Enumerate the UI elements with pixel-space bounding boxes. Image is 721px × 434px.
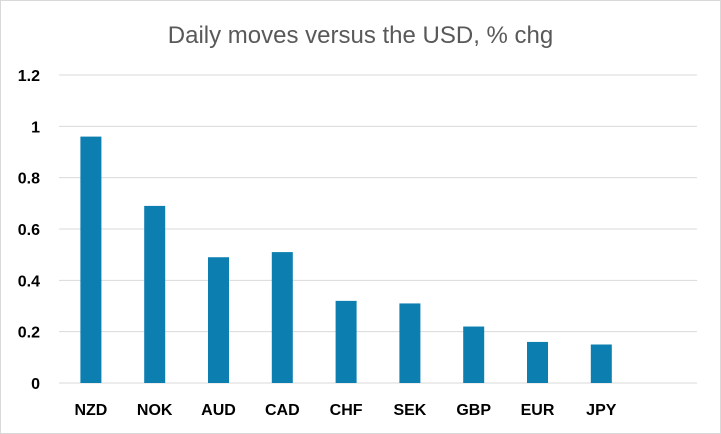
y-tick-label: 0.6 bbox=[18, 222, 40, 239]
x-tick-label-nok: NOK bbox=[137, 402, 173, 419]
y-tick-label: 0 bbox=[31, 376, 40, 393]
bar-sek bbox=[399, 303, 421, 383]
x-tick-label-jpy: JPY bbox=[586, 402, 617, 419]
bar-nok bbox=[144, 205, 166, 383]
x-tick-label-chf: CHF bbox=[330, 402, 363, 419]
x-tick-label-sek: SEK bbox=[393, 402, 426, 419]
y-tick-label: 1.2 bbox=[18, 68, 40, 85]
y-tick-label: 0.2 bbox=[18, 325, 40, 342]
y-tick-label: 0.4 bbox=[18, 273, 40, 290]
bar-eur bbox=[527, 341, 548, 383]
gridlines bbox=[59, 74, 697, 384]
y-axis-tick-labels: 0 0.2 0.4 0.6 0.8 1 1.2 bbox=[18, 68, 40, 393]
bar-jpy bbox=[590, 344, 612, 383]
y-tick-label: 0.8 bbox=[18, 171, 40, 188]
y-tick-label: 1 bbox=[31, 119, 40, 136]
bars bbox=[80, 136, 612, 383]
chart-title: Daily moves versus the USD, % chg bbox=[167, 22, 554, 49]
x-tick-label-eur: EUR bbox=[521, 402, 555, 419]
x-axis-tick-labels: NZD NOK AUD CAD CHF SEK GBP EUR JPY bbox=[74, 402, 616, 419]
bar-chf bbox=[335, 300, 357, 383]
x-tick-label-cad: CAD bbox=[265, 402, 300, 419]
x-tick-label-aud: AUD bbox=[201, 402, 236, 419]
x-tick-label-nzd: NZD bbox=[74, 402, 107, 419]
bar-gbp bbox=[463, 326, 485, 383]
bar-cad bbox=[271, 252, 293, 383]
bar-aud bbox=[208, 257, 229, 383]
x-tick-label-gbp: GBP bbox=[456, 402, 491, 419]
bar-nzd bbox=[80, 136, 102, 383]
